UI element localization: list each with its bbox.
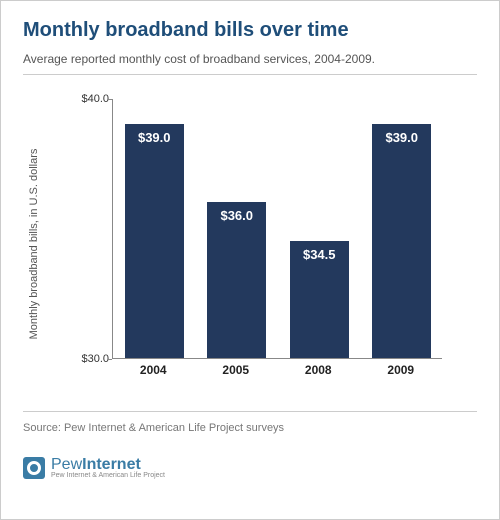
chart-title: Monthly broadband bills over time [23,19,477,42]
logo: PewInternet Pew Internet & American Life… [23,456,477,479]
source-text: Source: Pew Internet & American Life Pro… [23,411,477,434]
bar: $34.5 [290,241,349,358]
y-tick-mark [108,359,112,360]
bar: $39.0 [125,124,184,358]
bar-value-label: $39.0 [372,130,431,145]
bar-value-label: $39.0 [125,130,184,145]
x-tick-label: 2004 [140,363,167,377]
chart-subtitle: Average reported monthly cost of broadba… [23,52,477,66]
logo-subtext: Pew Internet & American Life Project [51,472,165,479]
chart-card: Monthly broadband bills over time Averag… [0,0,500,520]
divider [23,74,477,75]
y-tick-label: $30.0 [75,353,109,365]
logo-word-b: Internet [82,456,141,473]
bar: $39.0 [372,124,431,358]
bar-chart: Monthly broadband bills, in U.S. dollars… [40,89,460,399]
bar: $36.0 [207,202,266,358]
plot-area: $39.0 $36.0 $34.5 $39.0 [112,99,442,359]
y-axis-label: Monthly broadband bills, in U.S. dollars [28,149,40,340]
y-tick-label: $40.0 [75,93,109,105]
bar-value-label: $34.5 [290,247,349,262]
x-tick-label: 2008 [305,363,332,377]
logo-word-a: Pew [51,456,82,473]
y-tick-mark [108,99,112,100]
x-tick-label: 2005 [222,363,249,377]
logo-icon [23,457,45,479]
x-tick-label: 2009 [387,363,414,377]
logo-text-block: PewInternet Pew Internet & American Life… [51,456,165,479]
bar-value-label: $36.0 [207,208,266,223]
